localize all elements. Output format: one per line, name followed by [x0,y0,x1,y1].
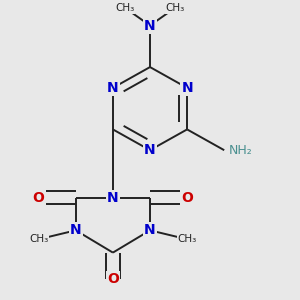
Text: N: N [144,223,156,237]
Text: CH₃: CH₃ [166,3,185,13]
Text: N: N [181,81,193,95]
Text: N: N [70,223,82,237]
Text: CH₃: CH₃ [115,3,134,13]
Text: O: O [181,191,193,205]
Text: N: N [107,191,119,205]
Text: N: N [144,19,156,32]
Text: O: O [107,272,119,286]
Text: N: N [144,143,156,157]
Text: NH₂: NH₂ [229,144,252,157]
Text: CH₃: CH₃ [178,234,197,244]
Text: N: N [107,81,119,95]
Text: CH₃: CH₃ [29,234,48,244]
Text: O: O [33,191,45,205]
